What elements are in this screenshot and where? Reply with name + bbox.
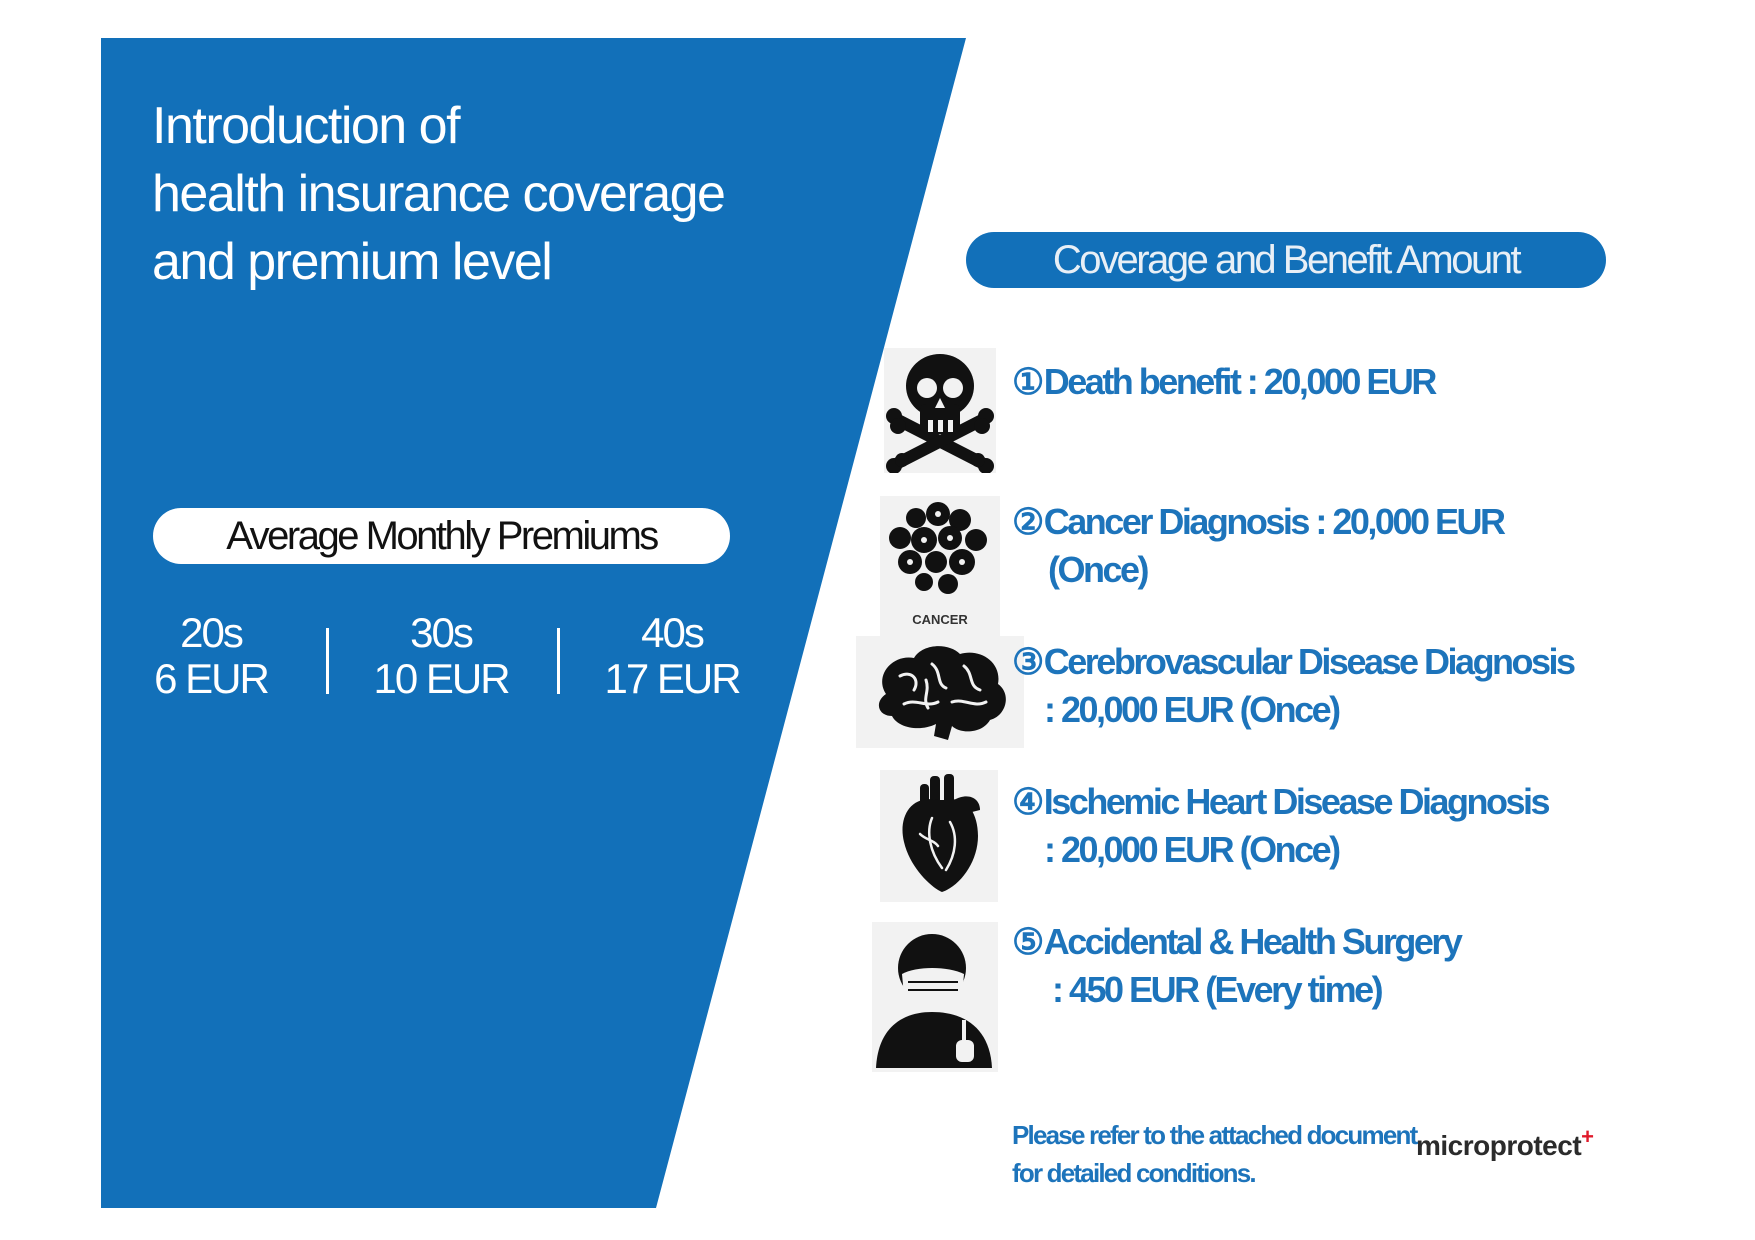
coverage-item-ischemic-heart: ④Ischemic Heart Disease Diagnosis : 20,0…	[1012, 778, 1551, 874]
title-line-1: Introduction of	[152, 97, 461, 155]
coverage-heading-pill: Coverage and Benefit Amount	[966, 232, 1606, 288]
premiums-heading-pill: Average Monthly Premiums	[153, 508, 730, 564]
coverage-item-surgery: ⑤Accidental & Health Surgery : 450 EUR (…	[1012, 918, 1463, 1014]
footnote-line-1: Please refer to the attached document	[1012, 1120, 1418, 1150]
item-number: ①	[1012, 361, 1044, 402]
item-number: ②	[1012, 501, 1044, 542]
footnote: Please refer to the attached document fo…	[1012, 1116, 1418, 1192]
title-line-2: health insurance coverage	[152, 165, 726, 223]
premium-price: 10 EUR	[373, 655, 510, 702]
age-label: 30s	[410, 609, 474, 656]
age-label: 40s	[641, 609, 705, 656]
coverage-item-death: ①Death benefit : 20,000 EUR	[1012, 358, 1438, 406]
premium-group-40s: 40s 17 EUR	[587, 610, 757, 702]
cancer-cells-icon: CANCER	[880, 496, 1000, 636]
coverage-heading: Coverage and Benefit Amount	[1052, 237, 1522, 282]
item-text: Cancer Diagnosis : 20,000 EUR	[1043, 501, 1506, 542]
coverage-item-cancer: ②Cancer Diagnosis : 20,000 EUR (Once)	[1012, 498, 1506, 594]
surgeon-icon	[872, 922, 998, 1072]
item-text: Death benefit : 20,000 EUR	[1043, 361, 1438, 402]
item-number: ③	[1012, 641, 1044, 682]
item-text: Cerebrovascular Disease Diagnosis	[1043, 641, 1576, 682]
page-title: Introduction of health insurance coverag…	[152, 92, 832, 296]
skull-crossbones-icon	[884, 348, 996, 473]
item-text-line2: : 20,000 EUR (Once)	[1044, 689, 1341, 730]
premium-price: 17 EUR	[604, 655, 741, 702]
title-line-3: and premium level	[152, 233, 553, 291]
brand-logo: microprotect+	[1416, 1124, 1594, 1162]
item-text: Accidental & Health Surgery	[1043, 921, 1463, 962]
cancer-icon-label: CANCER	[912, 612, 968, 627]
premium-group-20s: 20s 6 EUR	[126, 610, 296, 702]
brand-name: microprotect	[1416, 1130, 1582, 1161]
item-text-line2: : 450 EUR (Every time)	[1052, 969, 1384, 1010]
item-number: ④	[1012, 781, 1044, 822]
premium-group-30s: 30s 10 EUR	[356, 610, 526, 702]
column-divider	[557, 628, 560, 694]
premiums-heading: Average Monthly Premiums	[226, 513, 659, 558]
heart-icon	[880, 770, 998, 902]
brain-icon	[856, 636, 1024, 748]
premium-price: 6 EUR	[154, 655, 270, 702]
item-text: Ischemic Heart Disease Diagnosis	[1043, 781, 1551, 822]
column-divider	[326, 628, 329, 694]
footnote-line-2: for detailed conditions.	[1012, 1158, 1257, 1188]
item-text-line2: : 20,000 EUR (Once)	[1044, 829, 1341, 870]
item-text-line2: (Once)	[1048, 549, 1150, 590]
item-number: ⑤	[1012, 921, 1044, 962]
age-label: 20s	[180, 609, 244, 656]
coverage-item-cerebrovascular: ③Cerebrovascular Disease Diagnosis : 20,…	[1012, 638, 1576, 734]
brand-plus-icon: +	[1581, 1124, 1594, 1149]
